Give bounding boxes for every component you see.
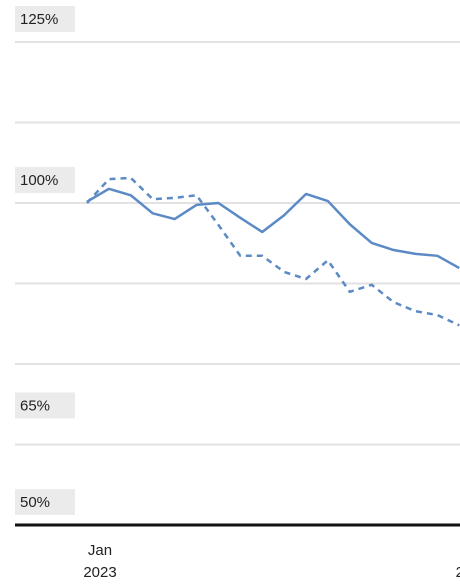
y-tick-label: 125% [20, 11, 58, 28]
y-tick-box [15, 489, 75, 515]
series-line [86, 187, 460, 270]
y-tick-label: 100% [20, 172, 58, 189]
x-tick-label: Jan [88, 542, 112, 559]
y-tick-box [15, 392, 75, 419]
y-tick-box [15, 6, 75, 32]
series-line [86, 176, 460, 327]
y-tick-label: 50% [20, 494, 50, 511]
x-tick-label: 2024 [456, 564, 460, 581]
y-tick-box [15, 167, 75, 193]
x-tick-label: 2023 [83, 564, 116, 581]
y-tick-label: 65% [20, 397, 50, 414]
